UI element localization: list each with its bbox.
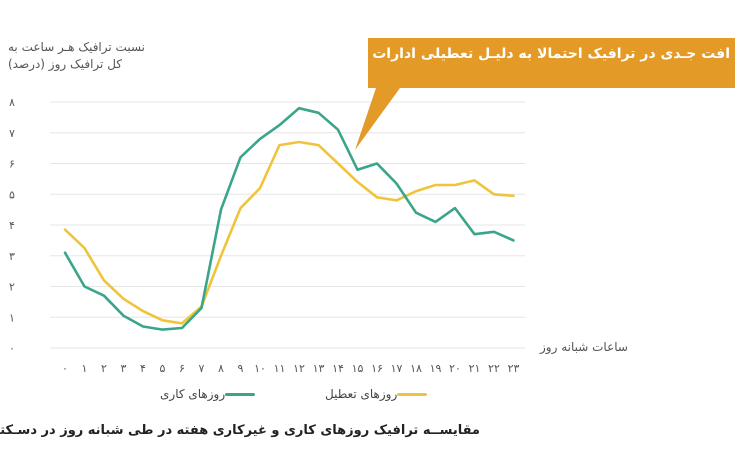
series-lines — [63, 106, 515, 331]
legend-label-holidays: روزهای تعطیل — [325, 387, 398, 401]
x-tick-label: ۱۵ — [352, 362, 364, 375]
x-tick-label: ۲ — [101, 362, 107, 375]
series-line-holidays — [63, 140, 515, 325]
legend-swatch-holidays — [397, 393, 428, 396]
y-tick-label: ۱ — [9, 311, 15, 324]
x-tick-label: ۰ — [62, 362, 68, 375]
annotation-text: افت جـدی در ترافیک احتمالا به دلیـل تعطی… — [372, 46, 730, 62]
x-tick-label: ۷ — [199, 362, 205, 375]
series-line-workdays — [63, 106, 515, 331]
y-tick-label: ۷ — [9, 127, 15, 140]
y-tick-label: ۵ — [9, 188, 15, 201]
legend-swatch-workdays — [225, 393, 256, 396]
legend-label-workdays: روزهای کاری — [160, 387, 226, 401]
y-axis-label-line-1: نسبت ترافیک هـر ساعت به — [8, 40, 145, 54]
x-tick-label: ۹ — [238, 362, 244, 375]
y-tick-label: ۳ — [9, 250, 15, 263]
grid — [50, 101, 525, 349]
legend-item-holidays: روزهای تعطیل — [325, 387, 435, 401]
y-axis-label-line-2: کل ترافیک روز (درصد) — [8, 57, 123, 71]
x-tick-label: ۵ — [160, 362, 166, 375]
y-tick-label: ۸ — [9, 96, 15, 109]
x-axis-title: ساعات شبانه روز — [540, 340, 628, 354]
x-tick-label: ۲۰ — [449, 362, 461, 375]
x-tick-label: ۲۱ — [469, 362, 481, 375]
legend-item-workdays: روزهای کاری — [160, 387, 263, 401]
x-tick-label: ۶ — [179, 362, 185, 375]
x-tick-label: ۱۱ — [274, 362, 286, 375]
x-tick-label: ۱۳ — [313, 362, 325, 375]
x-tick-label: ۱۲ — [293, 362, 305, 375]
chart-caption: مقایســه ترافیک روزهای کاری و غیرکاری هف… — [0, 423, 480, 438]
x-tick-label: ۱۹ — [430, 362, 442, 375]
x-tick-label: ۱۶ — [371, 362, 383, 375]
x-tick-label: ۱۴ — [332, 362, 344, 375]
y-axis-ticks: ۰ ۱ ۲ ۳ ۴ ۵ ۶ ۷ ۸ — [9, 96, 15, 355]
annotation-box — [355, 38, 735, 150]
x-tick-label: ۱ — [82, 362, 88, 375]
x-tick-label: ۱۷ — [391, 362, 403, 375]
x-tick-label: ۲۳ — [508, 362, 520, 375]
x-axis-ticks: ۰ ۱ ۲ ۳ ۴ ۵ ۶ ۷ ۸ ۹ ۱۰ ۱۱ ۱۲ ۱۳ ۱۴ ۱۵ ۱۶ ۱۷ ۱۸ ۱۹ ۲۰ ۲۱ ۲۲ ۲۳ — [62, 362, 519, 375]
x-tick-label: ۴ — [140, 362, 146, 375]
y-tick-label: ۶ — [9, 158, 15, 171]
x-tick-label: ۱۰ — [254, 362, 266, 375]
y-tick-label: ۴ — [9, 219, 15, 232]
x-tick-label: ۳ — [121, 362, 127, 375]
annotation-callout — [355, 38, 735, 150]
x-tick-label: ۲۲ — [488, 362, 500, 375]
y-tick-label: ۲ — [9, 281, 15, 294]
x-tick-label: ۱۸ — [410, 362, 422, 375]
x-tick-label: ۸ — [218, 362, 224, 375]
y-tick-label: ۰ — [9, 342, 15, 355]
